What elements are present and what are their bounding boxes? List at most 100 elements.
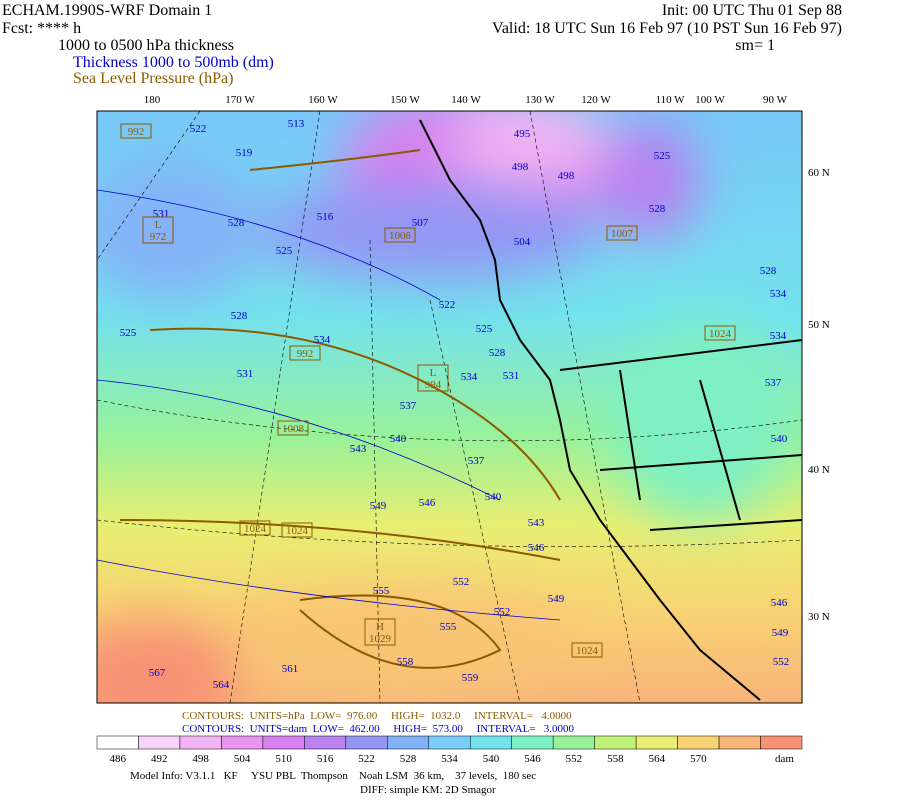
forecast-hour: Fcst: **** h — [2, 20, 81, 37]
thickness-label: 546 — [528, 542, 545, 554]
valid-time: Valid: 18 UTC Sun 16 Feb 97 (10 PST Sun … — [492, 20, 842, 37]
colorbar-swatch — [511, 735, 554, 750]
colorbar-label: 504 — [234, 753, 251, 765]
contour-labels: 522 513 519 531 528 525 516 507 504 498 495 498 525 5… — [120, 118, 790, 691]
init-time: Init: 00 UTC Thu 01 Sep 88 — [662, 2, 842, 19]
colorbar-swatch — [552, 735, 595, 750]
colorbar-label: 492 — [151, 753, 168, 765]
map-frame — [96, 110, 803, 704]
thickness-label: 559 — [462, 672, 479, 684]
thickness-label: 534 — [314, 334, 331, 346]
smoothing: sm= 1 — [735, 37, 775, 54]
colorbar-swatch — [428, 735, 471, 750]
thickness-label: 549 — [548, 593, 565, 605]
colorbar-swatch — [594, 735, 637, 750]
frame-labels: 180 170 W 160 W 150 W 140 W 130 W 120 W 110 W 10… — [144, 94, 830, 623]
colorbar-swatch — [635, 735, 678, 750]
thickness-label: 540 — [771, 433, 788, 445]
thickness-label: 519 — [236, 147, 253, 159]
thickness-label: 498 — [558, 170, 575, 182]
thickness-label: 546 — [419, 497, 436, 509]
thickness-label: 507 — [412, 217, 429, 229]
thickness-label: 546 — [771, 597, 788, 609]
contours-thickness: CONTOURS: UNITS=dam LOW= 462.00 HIGH= 57… — [182, 723, 575, 735]
colorbar-label: 564 — [649, 753, 666, 765]
colorbar: 486 492 498 504 510 516 522 528 534 540 546 552 558 5… — [96, 735, 803, 765]
diff-info: DIFF: simple KM: 2D Smagor — [360, 784, 496, 796]
thickness-label: 540 — [390, 433, 407, 445]
coastline — [419, 119, 761, 701]
slp-label: 1029 — [369, 633, 392, 645]
map-area: 522 513 519 531 528 525 516 507 504 498 495 498 525 5… — [97, 111, 802, 703]
lat-label: 60 N — [808, 167, 830, 179]
thickness-label: 540 — [485, 491, 502, 503]
model-info: Model Info: V3.1.1 KF YSU PBL Thompson N… — [130, 770, 536, 782]
colorbar-label: 546 — [524, 753, 541, 765]
thickness-label: 558 — [397, 656, 414, 668]
slp-box — [571, 642, 603, 658]
slp-box — [277, 420, 309, 436]
thickness-label: 534 — [770, 330, 787, 342]
colorbar-label: 558 — [607, 753, 624, 765]
thickness-label: 537 — [400, 400, 417, 412]
slp-box — [239, 520, 271, 536]
slp-box — [417, 364, 449, 392]
thickness-label: 561 — [282, 663, 299, 675]
thickness-label: 552 — [453, 576, 470, 588]
thickness-lines — [97, 189, 561, 621]
lat-label: 40 N — [808, 464, 830, 476]
slp-label: 972 — [150, 231, 167, 243]
slp-label: 1024 — [709, 328, 732, 340]
slp-label: 992 — [297, 348, 314, 360]
thickness-label: 525 — [654, 150, 671, 162]
thickness-label: 555 — [373, 585, 390, 597]
colorbar-swatch — [96, 735, 139, 750]
thickness-label: 534 — [461, 371, 478, 383]
colorbar-label: 510 — [275, 753, 292, 765]
colorbar-swatch — [387, 735, 430, 750]
thickness-label: 522 — [190, 123, 207, 135]
thickness-label: 528 — [489, 347, 506, 359]
legend-thickness: Thickness 1000 to 500mb (dm) — [73, 54, 274, 71]
colorbar-swatch — [718, 735, 761, 750]
thickness-label: 525 — [476, 323, 493, 335]
thickness-label: 525 — [120, 327, 137, 339]
lon-label: 110 W — [655, 94, 685, 106]
thickness-label: 531 — [503, 370, 520, 382]
colorbar-label: 528 — [400, 753, 417, 765]
slp-label: 1024 — [576, 645, 599, 657]
thickness-label: 528 — [231, 310, 248, 322]
lon-label: 100 W — [695, 94, 725, 106]
shading — [97, 111, 790, 703]
thickness-label: 552 — [494, 606, 511, 618]
slp-label: 1024 — [286, 525, 309, 537]
colorbar-label: 516 — [317, 753, 334, 765]
slp-box — [704, 325, 736, 341]
thickness-label: 543 — [350, 443, 367, 455]
thickness-label: 549 — [772, 627, 789, 639]
slp-label: 1007 — [611, 228, 634, 240]
slp-center: H — [376, 621, 384, 633]
colorbar-swatch — [760, 735, 803, 750]
thickness-label: 528 — [228, 217, 245, 229]
thickness-label: 531 — [237, 368, 254, 380]
thickness-label: 498 — [512, 161, 529, 173]
thickness-label: 525 — [276, 245, 293, 257]
lat-label: 50 N — [808, 319, 830, 331]
colorbar-swatch — [138, 735, 181, 750]
lon-label: 130 W — [525, 94, 555, 106]
thickness-label: 513 — [288, 118, 305, 130]
slp-box — [120, 123, 152, 139]
contours-slp: CONTOURS: UNITS=hPa LOW= 976.00 HIGH= 10… — [182, 710, 572, 722]
colorbar-label: 522 — [358, 753, 375, 765]
colorbar-swatch — [262, 735, 305, 750]
thickness-label: 522 — [439, 299, 456, 311]
colorbar-swatch — [304, 735, 347, 750]
thickness-label: 537 — [468, 455, 485, 467]
slp-box — [606, 225, 638, 241]
colorbar-label: 498 — [192, 753, 209, 765]
slp-box — [384, 227, 416, 243]
slp-label: 1008 — [282, 423, 305, 435]
colorbar-label: 570 — [690, 753, 707, 765]
